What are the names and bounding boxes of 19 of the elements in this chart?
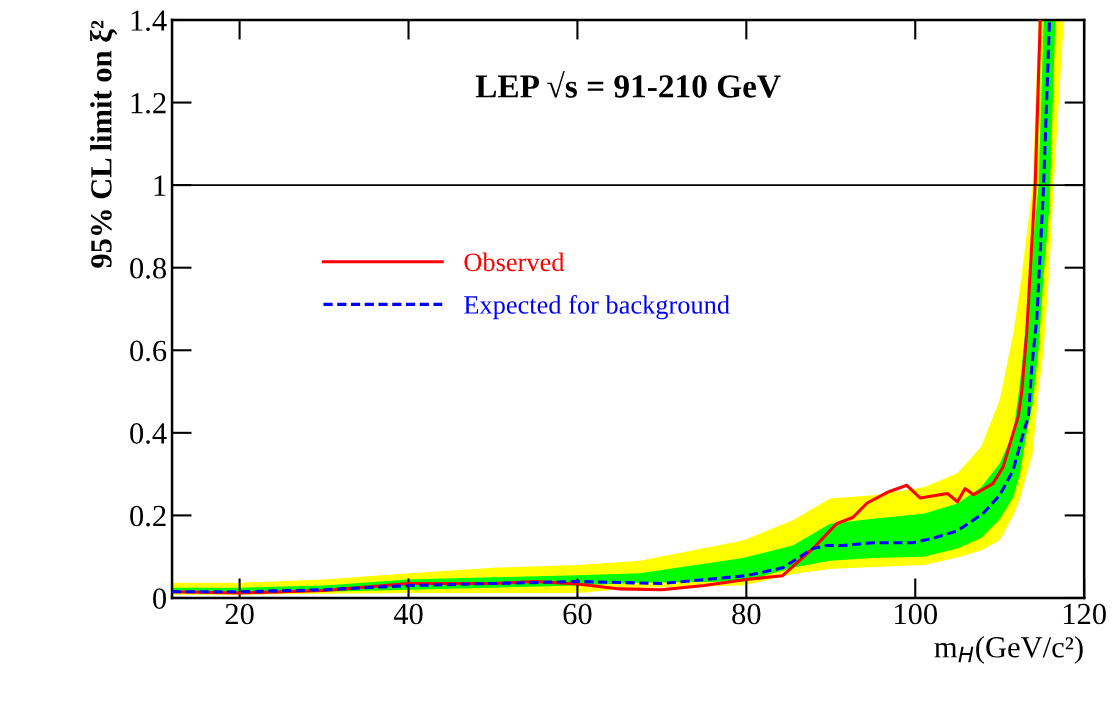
y-tick-label: 0.2 bbox=[130, 505, 166, 527]
y-axis-title: 95% CL limit on ξ² bbox=[89, 20, 118, 268]
y-tick-label: 0 bbox=[153, 588, 167, 609]
x-tick-label: 60 bbox=[563, 603, 592, 625]
x-tick-label: 120 bbox=[1063, 603, 1106, 625]
x-tick-label: 100 bbox=[895, 603, 937, 625]
y-tick-label: 0.8 bbox=[130, 257, 167, 279]
annotation: LEP √s = 91-210 GeV bbox=[475, 71, 781, 98]
y-tick-label: 1.2 bbox=[131, 92, 166, 114]
x-tick-label: 20 bbox=[225, 603, 254, 625]
legend-label: Observed bbox=[464, 252, 565, 272]
y-tick-label: 1.4 bbox=[131, 10, 167, 32]
x-tick-label: 40 bbox=[393, 603, 423, 625]
x-tick-label: 80 bbox=[732, 603, 761, 625]
y-tick-label: 0.6 bbox=[130, 340, 167, 362]
legend-label: Expected for background bbox=[464, 295, 730, 320]
y-tick-label: 1 bbox=[154, 175, 166, 196]
x-axis-title: m$_{H}$(GeV/c²) bbox=[934, 636, 1083, 664]
y-tick-label: 0.4 bbox=[130, 423, 167, 444]
